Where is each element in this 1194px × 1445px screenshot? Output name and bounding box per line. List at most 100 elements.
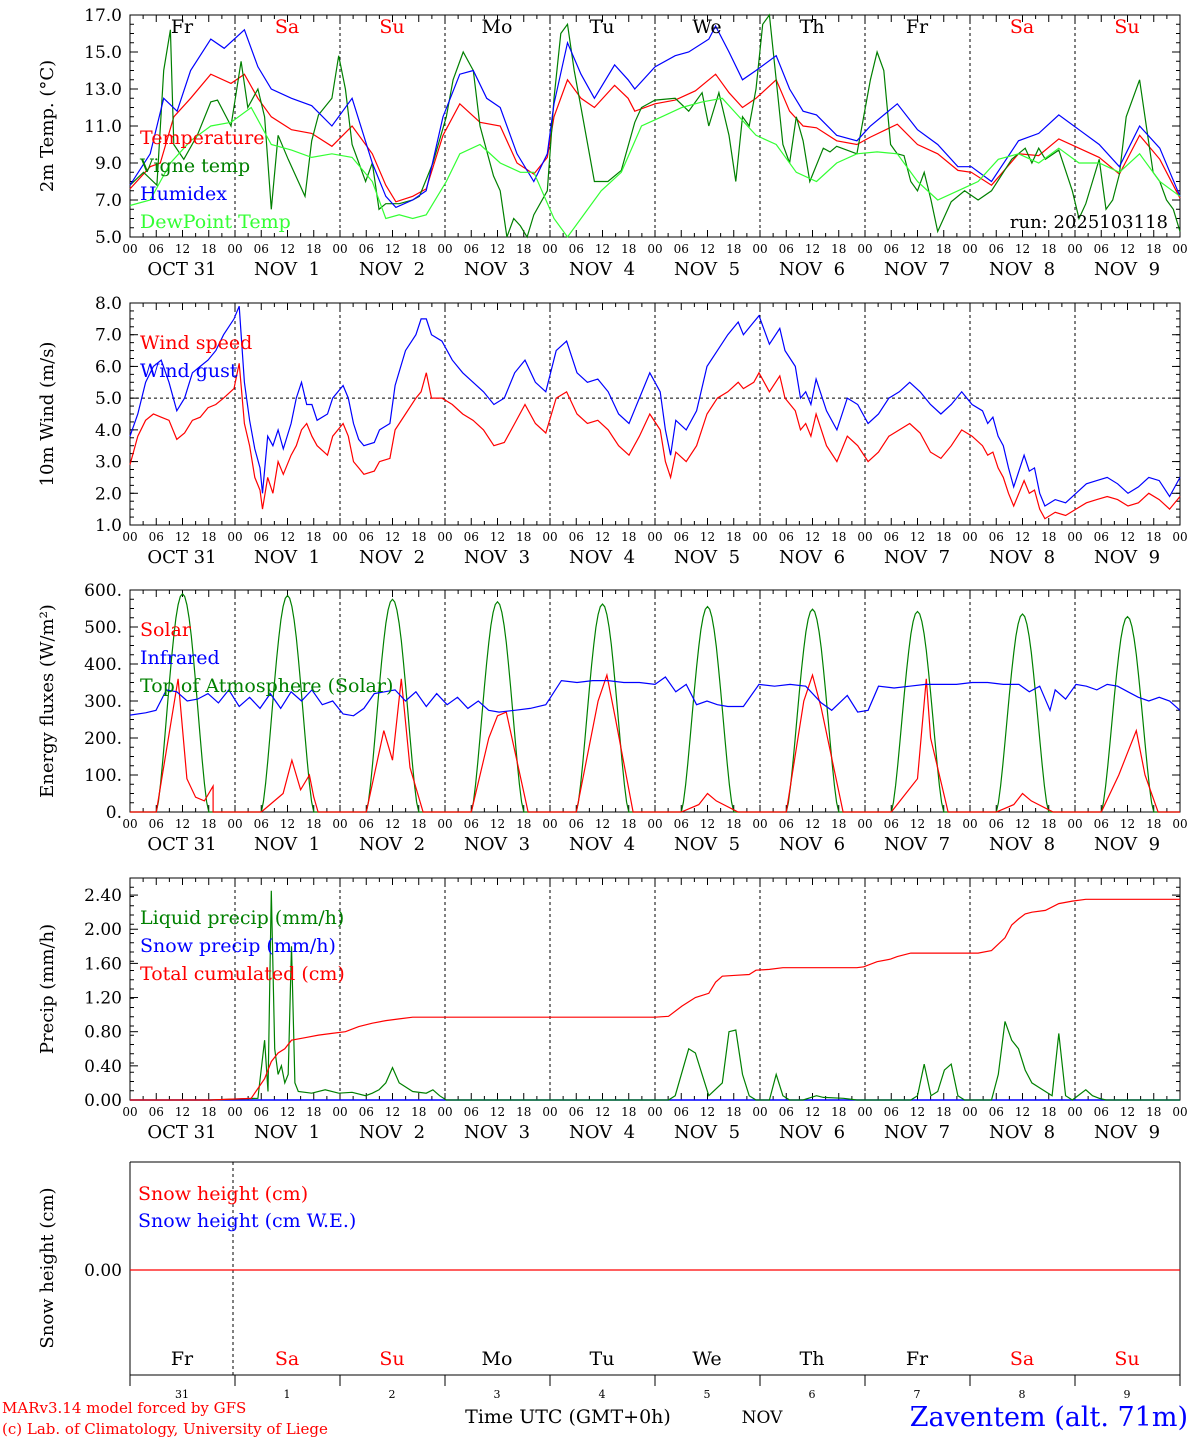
- energy-hour-tick-label: 00: [332, 817, 347, 831]
- wind-hour-tick-label: 00: [122, 530, 137, 544]
- snow-y-axis-label: Snow height (cm): [37, 1187, 58, 1348]
- precip-y-tick-label: 0.80: [84, 1023, 122, 1043]
- wind-hour-tick-label: 18: [516, 530, 531, 544]
- temperature-hour-tick-label: 00: [962, 242, 977, 256]
- precip-y-tick-label: 1.20: [84, 989, 122, 1009]
- wind-hour-tick-label: 18: [1146, 530, 1161, 544]
- solar-curve: [445, 711, 550, 813]
- footer-lab-credit: (c) Lab. of Climatology, University of L…: [2, 1420, 328, 1438]
- wind-series-wind-speed: [129, 363, 1181, 520]
- temperature-hour-tick-label: 00: [122, 242, 137, 256]
- precip-y-tick-label: 0.00: [84, 1091, 122, 1111]
- temperature-hour-tick-label: 06: [1094, 242, 1109, 256]
- precip-hour-tick-label: 18: [1041, 1105, 1056, 1119]
- temperature-y-tick-label: 9.0: [95, 154, 122, 174]
- energy-hour-tick-label: 06: [464, 817, 479, 831]
- energy-hour-tick-label: 18: [516, 817, 531, 831]
- precip-y-tick-label: 1.60: [84, 954, 122, 974]
- toa-solar-curve: [970, 613, 1075, 813]
- bottom-day-label: We: [692, 1348, 721, 1370]
- wind-hour-tick-label: 00: [962, 530, 977, 544]
- temperature-day-label: Su: [379, 16, 404, 38]
- energy-date-label: OCT 31: [147, 834, 216, 855]
- temperature-y-tick-label: 13.0: [84, 80, 122, 100]
- snow-panel: 0.00 Snow height (cm) Snow height (cm) Snow…: [37, 1161, 1181, 1401]
- wind-hour-tick-label: 06: [569, 530, 584, 544]
- energy-hour-tick-label: 12: [910, 817, 925, 831]
- precip-date-label: NOV 2: [359, 1122, 425, 1143]
- temperature-hour-tick-label: 12: [385, 242, 400, 256]
- temperature-date-label: NOV 8: [989, 259, 1055, 280]
- precip-hour-tick-label: 00: [857, 1105, 872, 1119]
- precip-hour-tick-label: 18: [516, 1105, 531, 1119]
- temperature-hour-tick-label: 00: [1067, 242, 1082, 256]
- energy-hour-tick-label: 00: [752, 817, 767, 831]
- bottom-day-label: Th: [800, 1348, 825, 1370]
- precip-hour-tick-label: 18: [936, 1105, 951, 1119]
- bottom-day-number: 7: [914, 1388, 921, 1401]
- energy-hour-tick-label: 00: [437, 817, 452, 831]
- precip-hour-tick-label: 12: [1015, 1105, 1030, 1119]
- temperature-hour-tick-label: 00: [437, 242, 452, 256]
- precip-hour-tick-label: 06: [884, 1105, 899, 1119]
- wind-hour-tick-label: 12: [1015, 530, 1030, 544]
- station-title: Zaventem (alt. 71m): [910, 1402, 1188, 1433]
- solar-curve: [550, 672, 655, 813]
- energy-date-label: NOV 8: [989, 834, 1055, 855]
- wind-y-tick-label: 1.0: [95, 516, 122, 536]
- bottom-day-label: Fr: [171, 1348, 194, 1370]
- energy-y-tick-label: 100.: [84, 766, 122, 786]
- toa-solar-curve: [760, 608, 865, 813]
- solar-curve: [865, 678, 970, 813]
- precip-y-axis-label: Precip (mm/h): [37, 924, 58, 1054]
- precip-hour-tick-label: 06: [1094, 1105, 1109, 1119]
- energy-y-axis-label: Energy fluxes (W/m²): [37, 604, 58, 798]
- snow-y-tick-label: 0.00: [84, 1261, 122, 1281]
- bottom-day-label: Sa: [275, 1348, 299, 1370]
- precip-hour-tick-label: 12: [385, 1105, 400, 1119]
- temperature-hour-tick-label: 06: [989, 242, 1004, 256]
- energy-hour-tick-label: 06: [149, 817, 164, 831]
- energy-date-label: NOV 6: [779, 834, 845, 855]
- temperature-hour-tick-label: 18: [831, 242, 846, 256]
- wind-hour-tick-label: 12: [490, 530, 505, 544]
- energy-hour-tick-label: 00: [122, 817, 137, 831]
- wind-hour-tick-label: 18: [936, 530, 951, 544]
- energy-y-tick-label: 0.: [106, 803, 122, 823]
- temperature-series-dewpoint-temp: [129, 97, 1181, 239]
- wind-y-tick-label: 3.0: [95, 453, 122, 473]
- wind-hour-tick-label: 18: [411, 530, 426, 544]
- temperature-hour-tick-label: 18: [1146, 242, 1161, 256]
- temperature-day-label: Sa: [1010, 16, 1034, 38]
- wind-date-label: OCT 31: [147, 547, 216, 568]
- wind-hour-tick-label: 06: [779, 530, 794, 544]
- energy-date-label: NOV 7: [884, 834, 950, 855]
- precip-hour-tick-label: 12: [805, 1105, 820, 1119]
- precip-hour-tick-label: 12: [700, 1105, 715, 1119]
- energy-y-tick-label: 200.: [84, 729, 122, 749]
- temperature-hour-tick-label: 06: [674, 242, 689, 256]
- temperature-date-label: NOV 1: [254, 259, 320, 280]
- temperature-y-axis-label: 2m Temp. (°C): [37, 60, 58, 192]
- wind-hour-tick-label: 06: [254, 530, 269, 544]
- temperature-date-label: NOV 6: [779, 259, 845, 280]
- energy-hour-tick-label: 00: [647, 817, 662, 831]
- temperature-hour-tick-label: 12: [280, 242, 295, 256]
- wind-hour-tick-label: 12: [385, 530, 400, 544]
- energy-hour-tick-label: 12: [805, 817, 820, 831]
- precip-hour-tick-label: 12: [910, 1105, 925, 1119]
- footer-model-credit: MARv3.14 model forced by GFS: [2, 1399, 246, 1417]
- temperature-date-label: NOV 3: [464, 259, 530, 280]
- precip-hour-tick-label: 06: [359, 1105, 374, 1119]
- wind-y-tick-label: 8.0: [95, 294, 122, 314]
- temperature-hour-tick-label: 12: [910, 242, 925, 256]
- temperature-date-label: NOV 5: [674, 259, 740, 280]
- precip-hour-tick-label: 18: [411, 1105, 426, 1119]
- energy-hour-tick-label: 00: [1067, 817, 1082, 831]
- energy-y-tick-label: 500.: [84, 618, 122, 638]
- wind-y-tick-label: 6.0: [95, 357, 122, 377]
- wind-hour-tick-label: 12: [805, 530, 820, 544]
- snow-legend-snow-height-cm: Snow height (cm): [138, 1183, 308, 1205]
- energy-date-label: NOV 2: [359, 834, 425, 855]
